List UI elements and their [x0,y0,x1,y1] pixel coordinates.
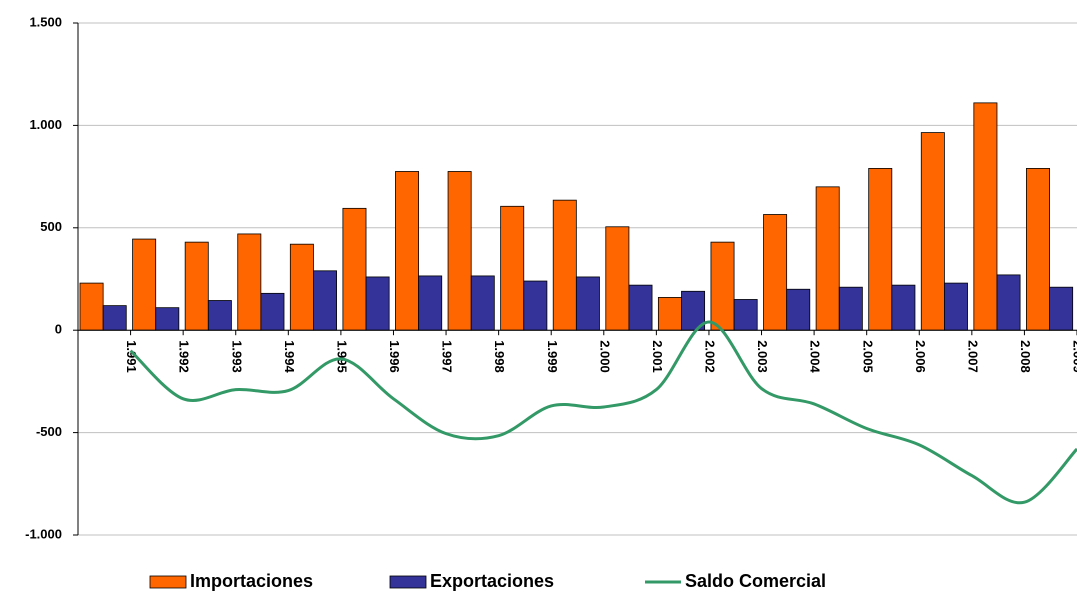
bar [342,207,367,331]
bar [868,168,893,331]
x-tick-label: 1.998 [492,340,507,373]
bar [395,171,420,331]
x-tick-label: 1.999 [545,340,560,373]
bar [657,297,682,331]
y-tick-label: -1.000 [25,526,62,541]
bar [365,276,390,331]
x-tick-label: 1.992 [177,340,192,373]
bar [313,270,337,331]
bar [996,274,1021,331]
bar [628,284,653,331]
x-tick-label: 2.005 [860,340,875,373]
y-tick-label: 1.000 [29,117,62,132]
legend-label: Exportaciones [430,571,554,591]
bar [763,214,788,331]
bar [891,284,916,331]
bar [1026,168,1050,331]
bar [575,276,600,331]
bar [237,233,262,331]
bar [973,102,998,331]
bar [733,299,758,331]
legend-swatch [149,575,187,589]
x-tick-label: 2.004 [808,340,823,373]
bar [79,282,104,331]
bar [943,282,968,331]
bar [838,286,863,331]
x-tick-label: 2.009 [1071,340,1077,373]
bar [184,241,209,331]
bar [132,238,157,331]
x-tick-label: 1.994 [282,340,297,373]
x-tick-label: 2.001 [650,340,665,373]
y-tick-label: 1.500 [29,14,62,29]
x-tick-label: 2.000 [597,340,612,373]
bar [418,275,443,331]
y-tick-label: -500 [36,424,62,439]
y-tick-label: 0 [55,322,62,337]
y-tick-label: 500 [40,219,62,234]
bar [155,307,180,331]
bar [447,171,472,331]
bar [920,132,945,331]
legend-label: Importaciones [190,571,313,591]
bar [523,280,548,331]
x-tick-label: 2.003 [755,340,770,373]
bar [1049,286,1074,331]
bar [605,226,630,331]
bar [552,199,577,331]
legend-label: Saldo Comercial [685,571,826,591]
line [129,320,1077,505]
x-tick-label: 1.996 [387,340,402,373]
x-tick-label: 2.007 [965,340,980,373]
legend-swatch [389,575,427,589]
bar [102,305,127,331]
bar [500,205,525,331]
x-tick-label: 1.991 [124,340,139,373]
x-tick-label: 1.993 [229,340,244,373]
bar [207,300,232,331]
bar [289,243,314,331]
x-tick-label: 2.006 [913,340,928,373]
bar [815,186,840,331]
x-tick-label: 1.997 [440,340,455,373]
x-tick-label: 2.008 [1018,340,1033,373]
x-tick-label: 2.002 [703,340,718,373]
x-tick-label: 1.995 [334,340,349,373]
bar [786,288,811,331]
bar [260,292,285,331]
bar [710,241,735,331]
bar [470,275,495,331]
